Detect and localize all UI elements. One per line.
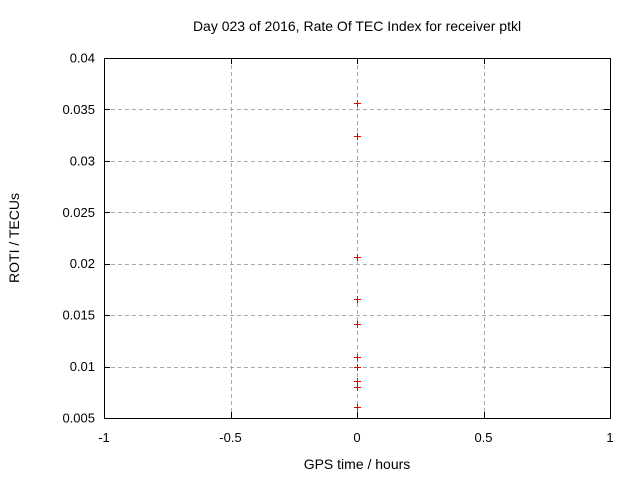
data-point-marker	[354, 296, 361, 303]
data-point-marker	[354, 378, 361, 385]
data-point-marker	[354, 254, 361, 261]
plot-border	[104, 58, 611, 419]
y-tick-label: 0.04	[70, 51, 95, 66]
x-tick-label: 1	[606, 430, 613, 445]
y-tick-label: 0.03	[70, 153, 95, 168]
data-point-marker	[354, 364, 361, 371]
data-point-marker	[354, 133, 361, 140]
y-tick-label: 0.015	[62, 308, 95, 323]
x-tick-label: 0.5	[474, 430, 492, 445]
y-tick-label: 0.01	[70, 359, 95, 374]
data-point-marker	[354, 354, 361, 361]
y-tick-label: 0.005	[62, 411, 95, 426]
y-tick-label: 0.035	[62, 102, 95, 117]
data-point-marker	[354, 100, 361, 107]
x-tick-label: 0	[353, 430, 360, 445]
data-point-marker	[354, 404, 361, 411]
x-axis-label: GPS time / hours	[303, 456, 411, 472]
chart-title: Day 023 of 2016, Rate Of TEC Index for r…	[192, 18, 522, 34]
x-tick-label: -0.5	[219, 430, 241, 445]
data-point-marker	[354, 321, 361, 328]
x-tick-label: -1	[98, 430, 110, 445]
data-point-marker	[354, 384, 361, 391]
y-tick-label: 0.025	[62, 205, 95, 220]
y-tick-label: 0.02	[70, 256, 95, 271]
